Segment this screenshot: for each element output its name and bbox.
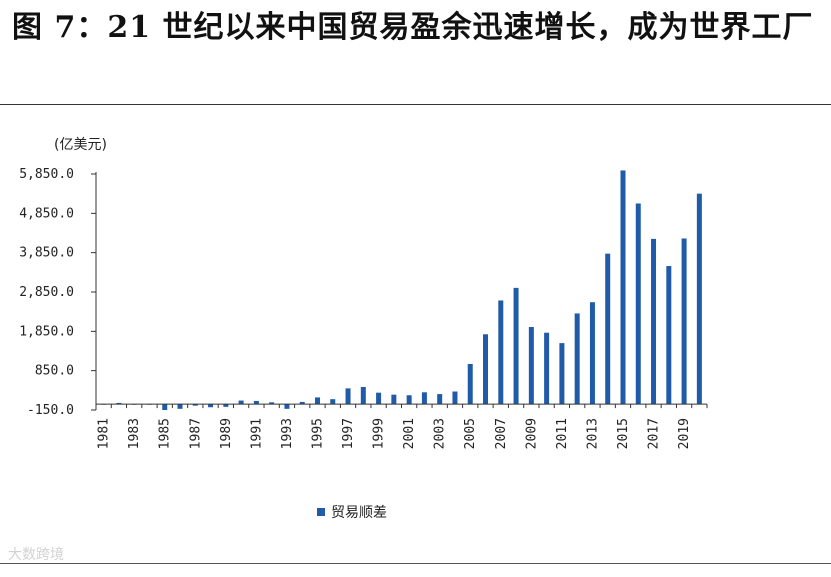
bar-2018 <box>666 266 672 405</box>
x-tick-label: 2013 <box>585 418 600 449</box>
y-tick-label: -150.0 <box>27 403 74 418</box>
x-tick-label: 1985 <box>158 418 173 449</box>
figure-title: 图 7：21 世纪以来中国贸易盈余迅速增长，成为世界工厂 <box>12 10 814 45</box>
bar-2019 <box>681 238 687 405</box>
title-divider <box>0 104 831 105</box>
bar-1997 <box>345 388 351 405</box>
y-tick-label: 1,850.0 <box>19 324 74 339</box>
bar-1993 <box>284 404 290 409</box>
bar-1991 <box>253 400 259 405</box>
bar-2010 <box>544 332 550 405</box>
bar-2012 <box>574 313 580 405</box>
x-tick-label: 2003 <box>433 418 448 449</box>
bars-series-trade-surplus <box>101 170 702 410</box>
bar-1986 <box>177 404 183 409</box>
watermark: 大数跨境 <box>8 547 64 563</box>
x-tick-label: 2005 <box>463 418 478 449</box>
bar-2020 <box>696 193 702 405</box>
x-tick-label: 1991 <box>249 418 264 449</box>
bar-2004 <box>452 391 458 405</box>
legend-swatch <box>317 508 325 516</box>
bottom-divider <box>0 563 831 564</box>
x-tick-label: 2015 <box>616 418 631 449</box>
bar-2011 <box>559 343 565 405</box>
bar-2007 <box>498 300 504 405</box>
bar-1995 <box>314 397 320 405</box>
legend: 贸易顺差 <box>317 505 387 521</box>
x-tick-label: 2017 <box>647 418 662 449</box>
x-tick-label: 1993 <box>280 418 295 449</box>
bar-2002 <box>421 392 427 405</box>
bar-2000 <box>391 394 397 405</box>
x-tick-label: 1999 <box>372 418 387 449</box>
x-tick-label: 1997 <box>341 418 356 449</box>
x-tick-label: 2019 <box>677 418 692 449</box>
x-tick-label: 2011 <box>555 418 570 449</box>
x-axis: 1981 1983 1985 1987 1989 1991 1993 1995 1997 1999… <box>95 403 708 449</box>
bar-1982 <box>116 402 122 405</box>
y-tick-label: 850.0 <box>35 364 74 379</box>
bar-1992 <box>269 402 275 405</box>
bar-2013 <box>589 302 595 405</box>
x-tick-label: 1995 <box>310 418 325 449</box>
bar-chart: (亿美元) 5,850.0 4,850.0 3,850.0 2,850.0 1,850.… <box>19 137 708 521</box>
x-tick-label: 1981 <box>97 418 112 449</box>
bar-2001 <box>406 395 412 405</box>
bar-2003 <box>437 394 443 405</box>
bar-2006 <box>483 334 489 405</box>
bar-1987 <box>192 404 198 406</box>
y-tick-label: 3,850.0 <box>19 246 74 261</box>
y-axis-unit-label: (亿美元) <box>54 137 107 153</box>
bar-2008 <box>513 287 519 405</box>
x-tick-label: 2009 <box>524 418 539 449</box>
y-axis: 5,850.0 4,850.0 3,850.0 2,850.0 1,850.0 850.0… <box>19 167 97 418</box>
bar-2015 <box>620 170 626 405</box>
bar-1999 <box>376 392 382 405</box>
bar-2014 <box>605 253 611 405</box>
bar-2017 <box>651 238 657 405</box>
bar-1996 <box>330 399 336 405</box>
bar-1998 <box>360 386 366 405</box>
x-tick-label: 1989 <box>219 418 234 449</box>
y-tick-label: 5,850.0 <box>19 167 74 182</box>
bar-1985 <box>162 404 168 410</box>
legend-label: 贸易顺差 <box>331 505 387 521</box>
x-tick-label: 2001 <box>402 418 417 449</box>
y-tick-label: 4,850.0 <box>19 206 74 221</box>
y-tick-label: 2,850.0 <box>19 285 74 300</box>
bar-2009 <box>528 327 534 405</box>
x-tick-label: 1987 <box>188 418 203 449</box>
bar-1989 <box>223 404 229 407</box>
x-tick-label: 1983 <box>127 418 142 449</box>
bar-2016 <box>635 203 641 405</box>
bar-1988 <box>208 404 214 408</box>
bar-1994 <box>299 401 305 405</box>
x-tick-label: 2007 <box>494 418 509 449</box>
bar-1990 <box>238 400 244 405</box>
bar-2005 <box>467 363 473 405</box>
